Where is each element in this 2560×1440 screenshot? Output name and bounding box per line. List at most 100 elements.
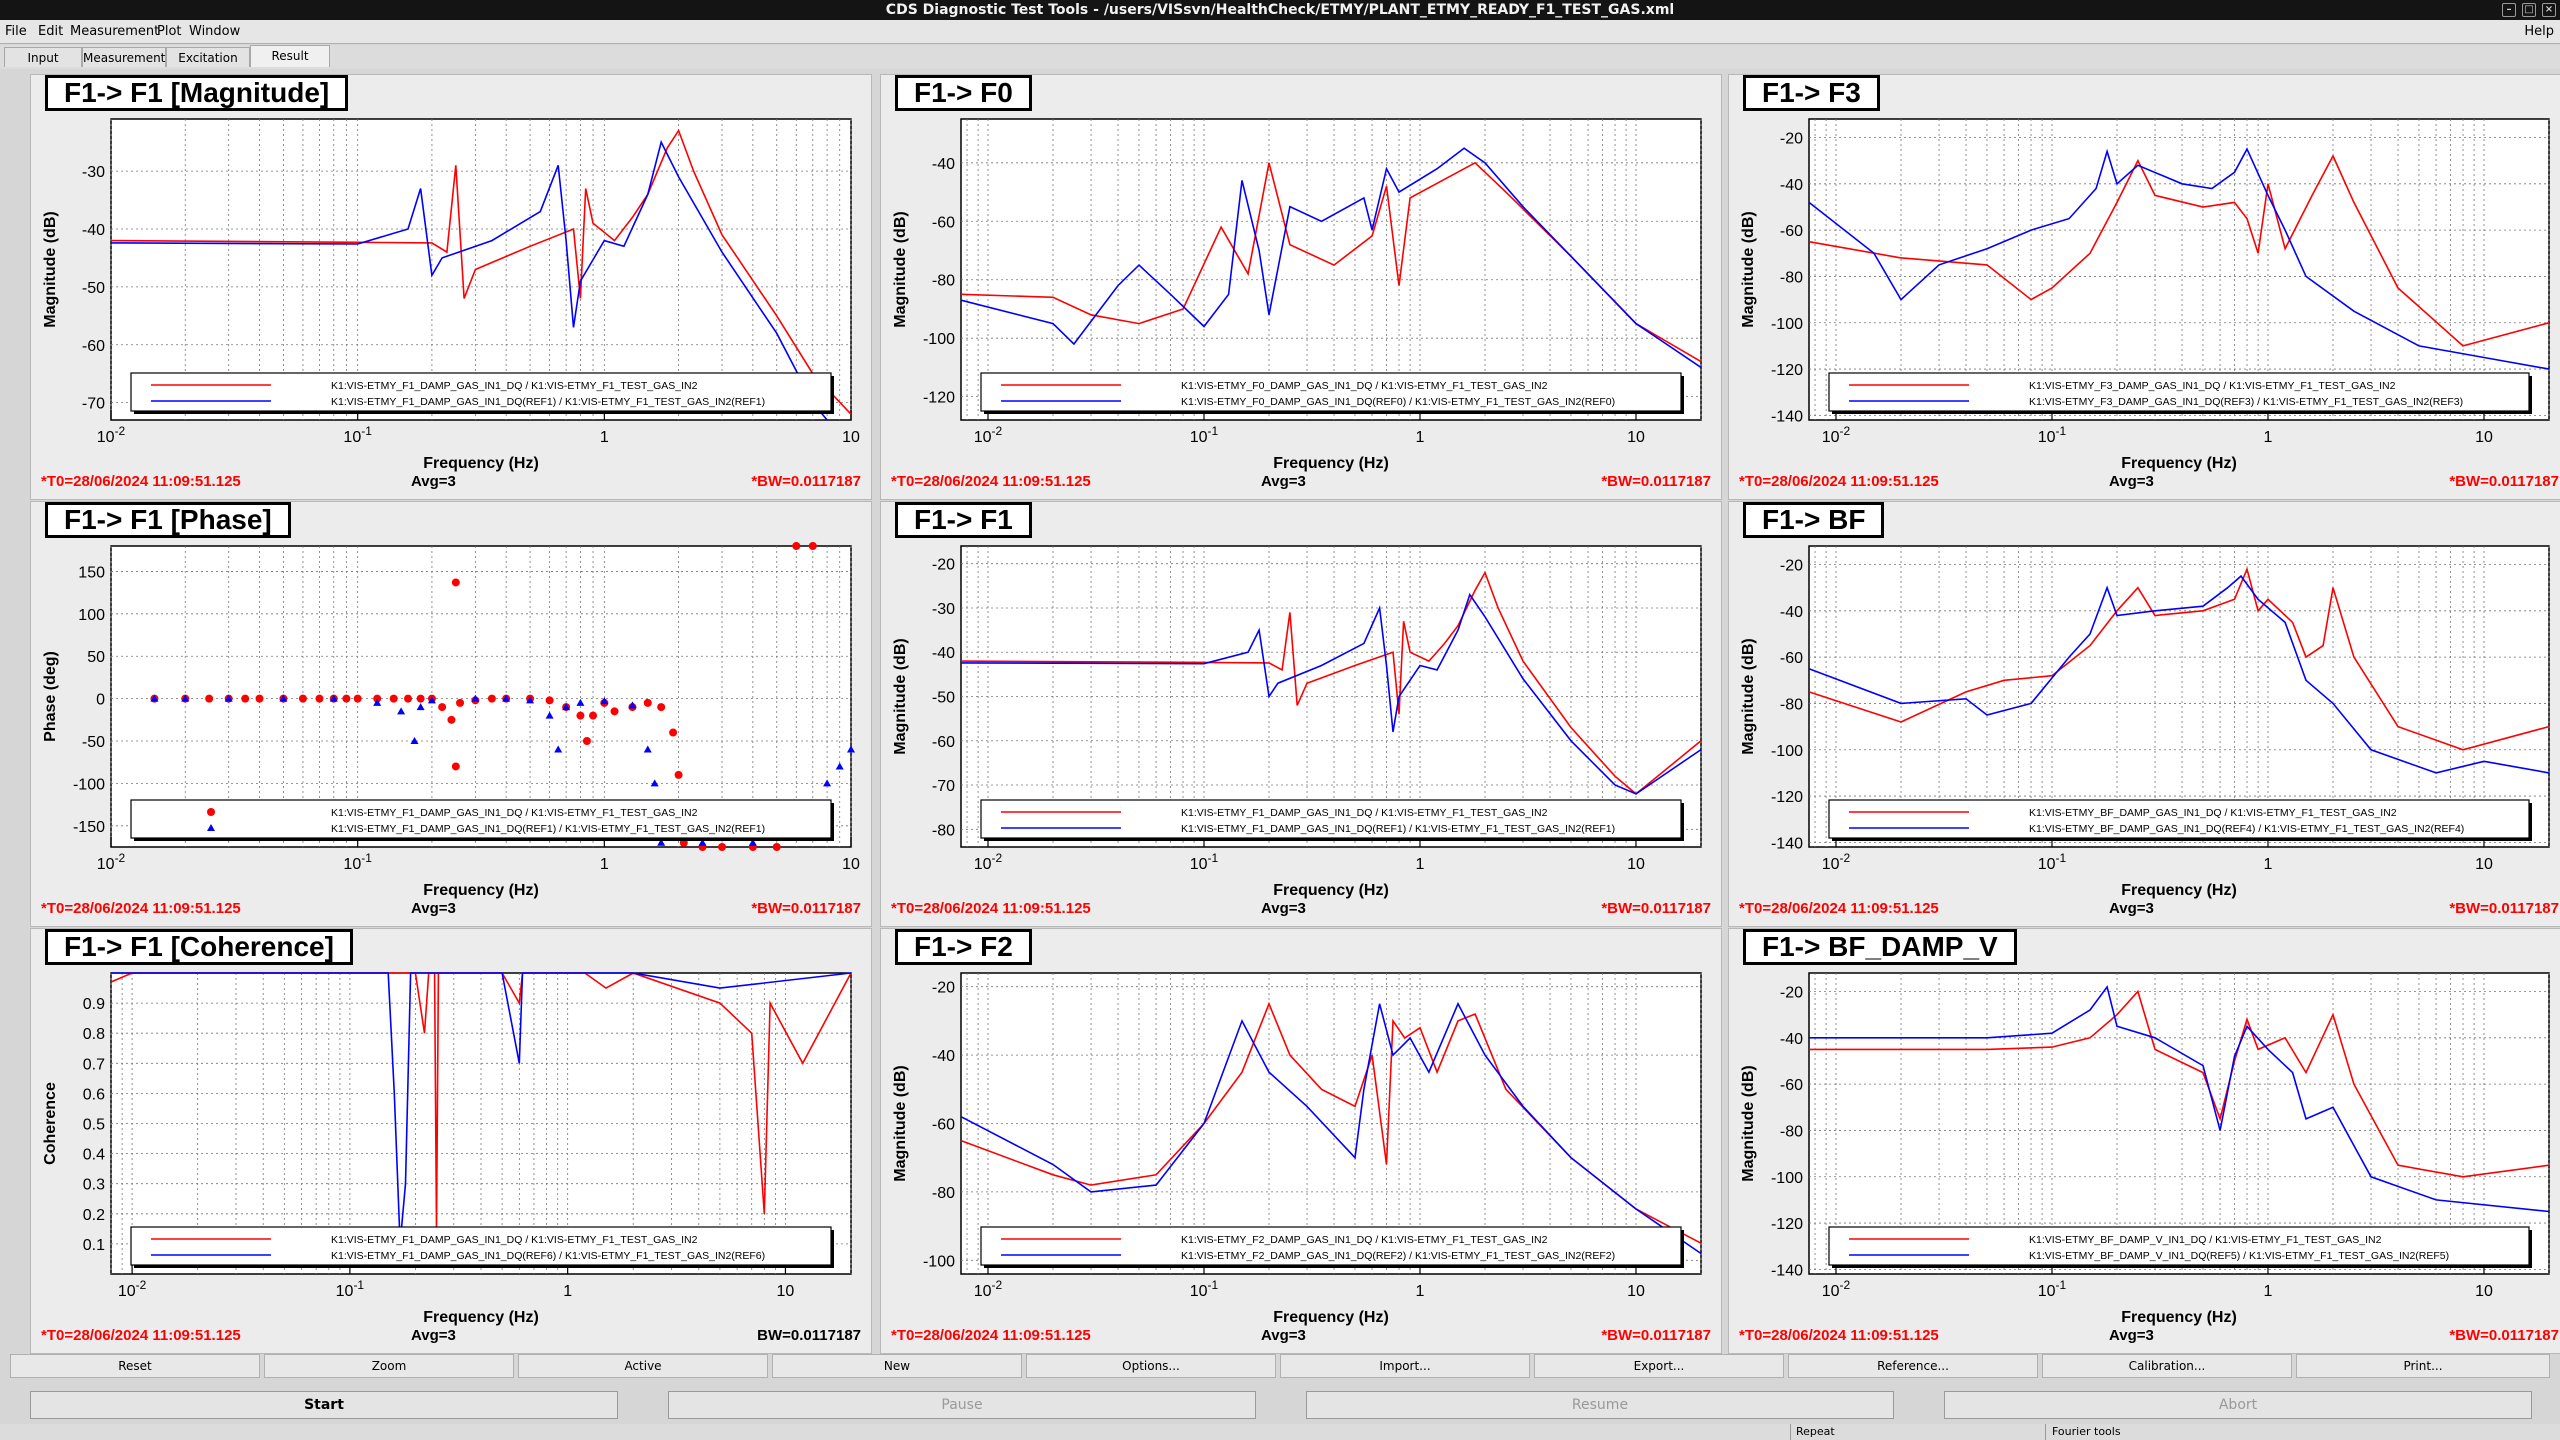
reset-button[interactable]: Reset: [10, 1354, 260, 1378]
menu-plot[interactable]: Plot: [157, 24, 182, 39]
legend-entry: K1:VIS-ETMY_F1_DAMP_GAS_IN1_DQ(REF1) / K…: [331, 396, 765, 408]
menu-edit[interactable]: Edit: [38, 24, 64, 39]
plot-panel[interactable]: -20 -30 -40 -50 -60 -70 -80 10-2 10-1 1 10 Frequenc…: [880, 501, 1722, 927]
tab-measurement[interactable]: Measurement: [82, 47, 166, 67]
x-tick-label: 10: [1627, 1283, 1645, 1300]
resume-button[interactable]: Resume: [1306, 1391, 1894, 1419]
menu-help[interactable]: Help: [2524, 24, 2554, 39]
plot-panel[interactable]: -20 -40 -60 -80 -100 10-2 10-1 1 10 Frequency (Hz…: [880, 928, 1722, 1354]
data-point: [582, 737, 591, 746]
series-line-ref: [110, 139, 828, 421]
start-button[interactable]: Start: [30, 1391, 618, 1419]
data-point: [748, 838, 757, 846]
y-tick-label: -60: [932, 734, 955, 751]
export-button[interactable]: Export...: [1534, 1354, 1784, 1378]
plot-panel[interactable]: -40 -60 -80 -100 -120 10-2 10-1 1 10 Frequency (H…: [880, 74, 1722, 500]
plot-panel[interactable]: -30 -40 -50 -60 -70 10-2 10-1 1 10 Frequency (Hz)…: [30, 74, 872, 500]
active-button[interactable]: Active: [518, 1354, 768, 1378]
tab-result[interactable]: Result: [250, 45, 330, 67]
plot-panel[interactable]: 150 100 50 0 -50 -100 -150 10-2 10-1 1 10 Frequency…: [30, 501, 872, 927]
y-tick-label: 0.7: [83, 1056, 105, 1073]
tab-input[interactable]: Input: [4, 47, 82, 67]
maximize-icon[interactable]: □: [2522, 3, 2536, 17]
start-time-label: *T0=28/06/2024 11:09:51.125: [41, 1327, 241, 1344]
plot-panel[interactable]: 0.9 0.8 0.7 0.6 0.5 0.4 0.3 0.2 0.1 10-2 10-1 1 10 Fr…: [30, 928, 872, 1354]
y-tick-label: -120: [1771, 789, 1803, 806]
plot-canvas[interactable]: -20 -40 -60 -80 -100 -120 -140 10-2 10-1 1 10 Frequ…: [1729, 929, 2560, 1355]
data-point: [416, 694, 425, 703]
grid: [961, 546, 1702, 847]
grid: [110, 119, 852, 420]
options-button[interactable]: Options...: [1026, 1354, 1276, 1378]
grid: [1809, 546, 2550, 847]
menu-file[interactable]: File: [5, 24, 27, 39]
y-tick-label: 0.3: [83, 1177, 105, 1194]
data-point: [808, 542, 817, 550]
data-point: [353, 694, 362, 703]
plot-panel[interactable]: -20 -40 -60 -80 -100 -120 -140 10-2 10-1 1 10 Frequ…: [1728, 74, 2560, 500]
data-point: [397, 707, 406, 715]
plot-panel[interactable]: -20 -40 -60 -80 -100 -120 -140 10-2 10-1 1 10 Frequ…: [1728, 928, 2560, 1354]
y-tick-label: -60: [82, 338, 105, 355]
plot-canvas[interactable]: -20 -40 -60 -80 -100 10-2 10-1 1 10 Frequency (Hz…: [881, 929, 1723, 1355]
minimize-icon[interactable]: –: [2502, 3, 2516, 17]
x-axis-label: Frequency (Hz): [1273, 882, 1389, 899]
y-tick-label: -20: [932, 980, 955, 997]
bandwidth-label: *BW=0.0117187: [751, 473, 861, 490]
y-tick-label: -60: [1780, 1077, 1803, 1094]
grid: [1809, 119, 2550, 420]
plot-canvas[interactable]: 150 100 50 0 -50 -100 -150 10-2 10-1 1 10 Frequency…: [31, 502, 873, 928]
y-tick-label: -80: [932, 273, 955, 290]
menu-bar: File Edit Measurement Plot Window Help: [0, 20, 2560, 44]
pause-button[interactable]: Pause: [668, 1391, 1256, 1419]
print-button[interactable]: Print...: [2296, 1354, 2550, 1378]
series-line-current: [110, 128, 852, 415]
series-line-ref: [111, 972, 852, 1244]
y-tick-label: -40: [1780, 1031, 1803, 1048]
plot-canvas[interactable]: -20 -40 -60 -80 -100 -120 -140 10-2 10-1 1 10 Frequ…: [1729, 502, 2560, 928]
x-axis-label: Frequency (Hz): [423, 1309, 539, 1326]
tab-excitation[interactable]: Excitation: [166, 47, 250, 67]
data-point: [643, 745, 652, 753]
close-icon[interactable]: ×: [2542, 3, 2556, 17]
zoom-button[interactable]: Zoom: [264, 1354, 514, 1378]
data-point: [669, 728, 678, 737]
plot-canvas[interactable]: -40 -60 -80 -100 -120 10-2 10-1 1 10 Frequency (H…: [881, 75, 1723, 501]
y-tick-label: 0.2: [83, 1207, 105, 1224]
averages-label: Avg=3: [2109, 473, 2154, 490]
x-axis-label: Frequency (Hz): [1273, 1309, 1389, 1326]
y-tick-label: -120: [1771, 362, 1803, 379]
abort-button[interactable]: Abort: [1944, 1391, 2532, 1419]
data-point: [342, 694, 351, 703]
y-tick-label: -60: [1780, 650, 1803, 667]
x-tick-label: 1: [1416, 1283, 1425, 1300]
plot-canvas[interactable]: -20 -30 -40 -50 -60 -70 -80 10-2 10-1 1 10 Frequenc…: [881, 502, 1723, 928]
start-time-label: *T0=28/06/2024 11:09:51.125: [891, 473, 1091, 490]
plot-panel[interactable]: -20 -40 -60 -80 -100 -120 -140 10-2 10-1 1 10 Frequ…: [1728, 501, 2560, 927]
x-tick-label: 10-2: [1822, 424, 1851, 446]
y-tick-label: -40: [932, 645, 955, 662]
bandwidth-label: *BW=0.0117187: [1601, 473, 1711, 490]
y-tick-label: -40: [1780, 177, 1803, 194]
menu-window[interactable]: Window: [189, 24, 241, 39]
import-button[interactable]: Import...: [1280, 1354, 1530, 1378]
y-axis-label: Magnitude (dB): [1740, 211, 1757, 327]
new-button[interactable]: New: [772, 1354, 1022, 1378]
x-tick-label: 1: [600, 856, 609, 873]
legend: [130, 1226, 832, 1266]
reference-button[interactable]: Reference...: [1788, 1354, 2038, 1378]
plot-canvas[interactable]: 0.9 0.8 0.7 0.6 0.5 0.4 0.3 0.2 0.1 10-2 10-1 1 10 Fr…: [31, 929, 873, 1355]
x-tick-label: 10-1: [2038, 424, 2067, 446]
data-point: [657, 703, 666, 712]
data-point: [456, 698, 465, 707]
legend-entry: K1:VIS-ETMY_BF_DAMP_V_IN1_DQ(REF5) / K1:…: [2029, 1250, 2449, 1262]
x-tick-label: 10-2: [974, 851, 1003, 873]
plot-canvas[interactable]: -30 -40 -50 -60 -70 10-2 10-1 1 10 Frequency (Hz)…: [31, 75, 873, 501]
data-point: [389, 694, 398, 703]
legend: [1828, 1226, 2530, 1266]
series-line-ref: [960, 147, 1702, 369]
averages-label: Avg=3: [1261, 473, 1306, 490]
calibration-button[interactable]: Calibration...: [2042, 1354, 2292, 1378]
menu-measurement[interactable]: Measurement: [70, 24, 160, 39]
plot-canvas[interactable]: -20 -40 -60 -80 -100 -120 -140 10-2 10-1 1 10 Frequ…: [1729, 75, 2560, 501]
